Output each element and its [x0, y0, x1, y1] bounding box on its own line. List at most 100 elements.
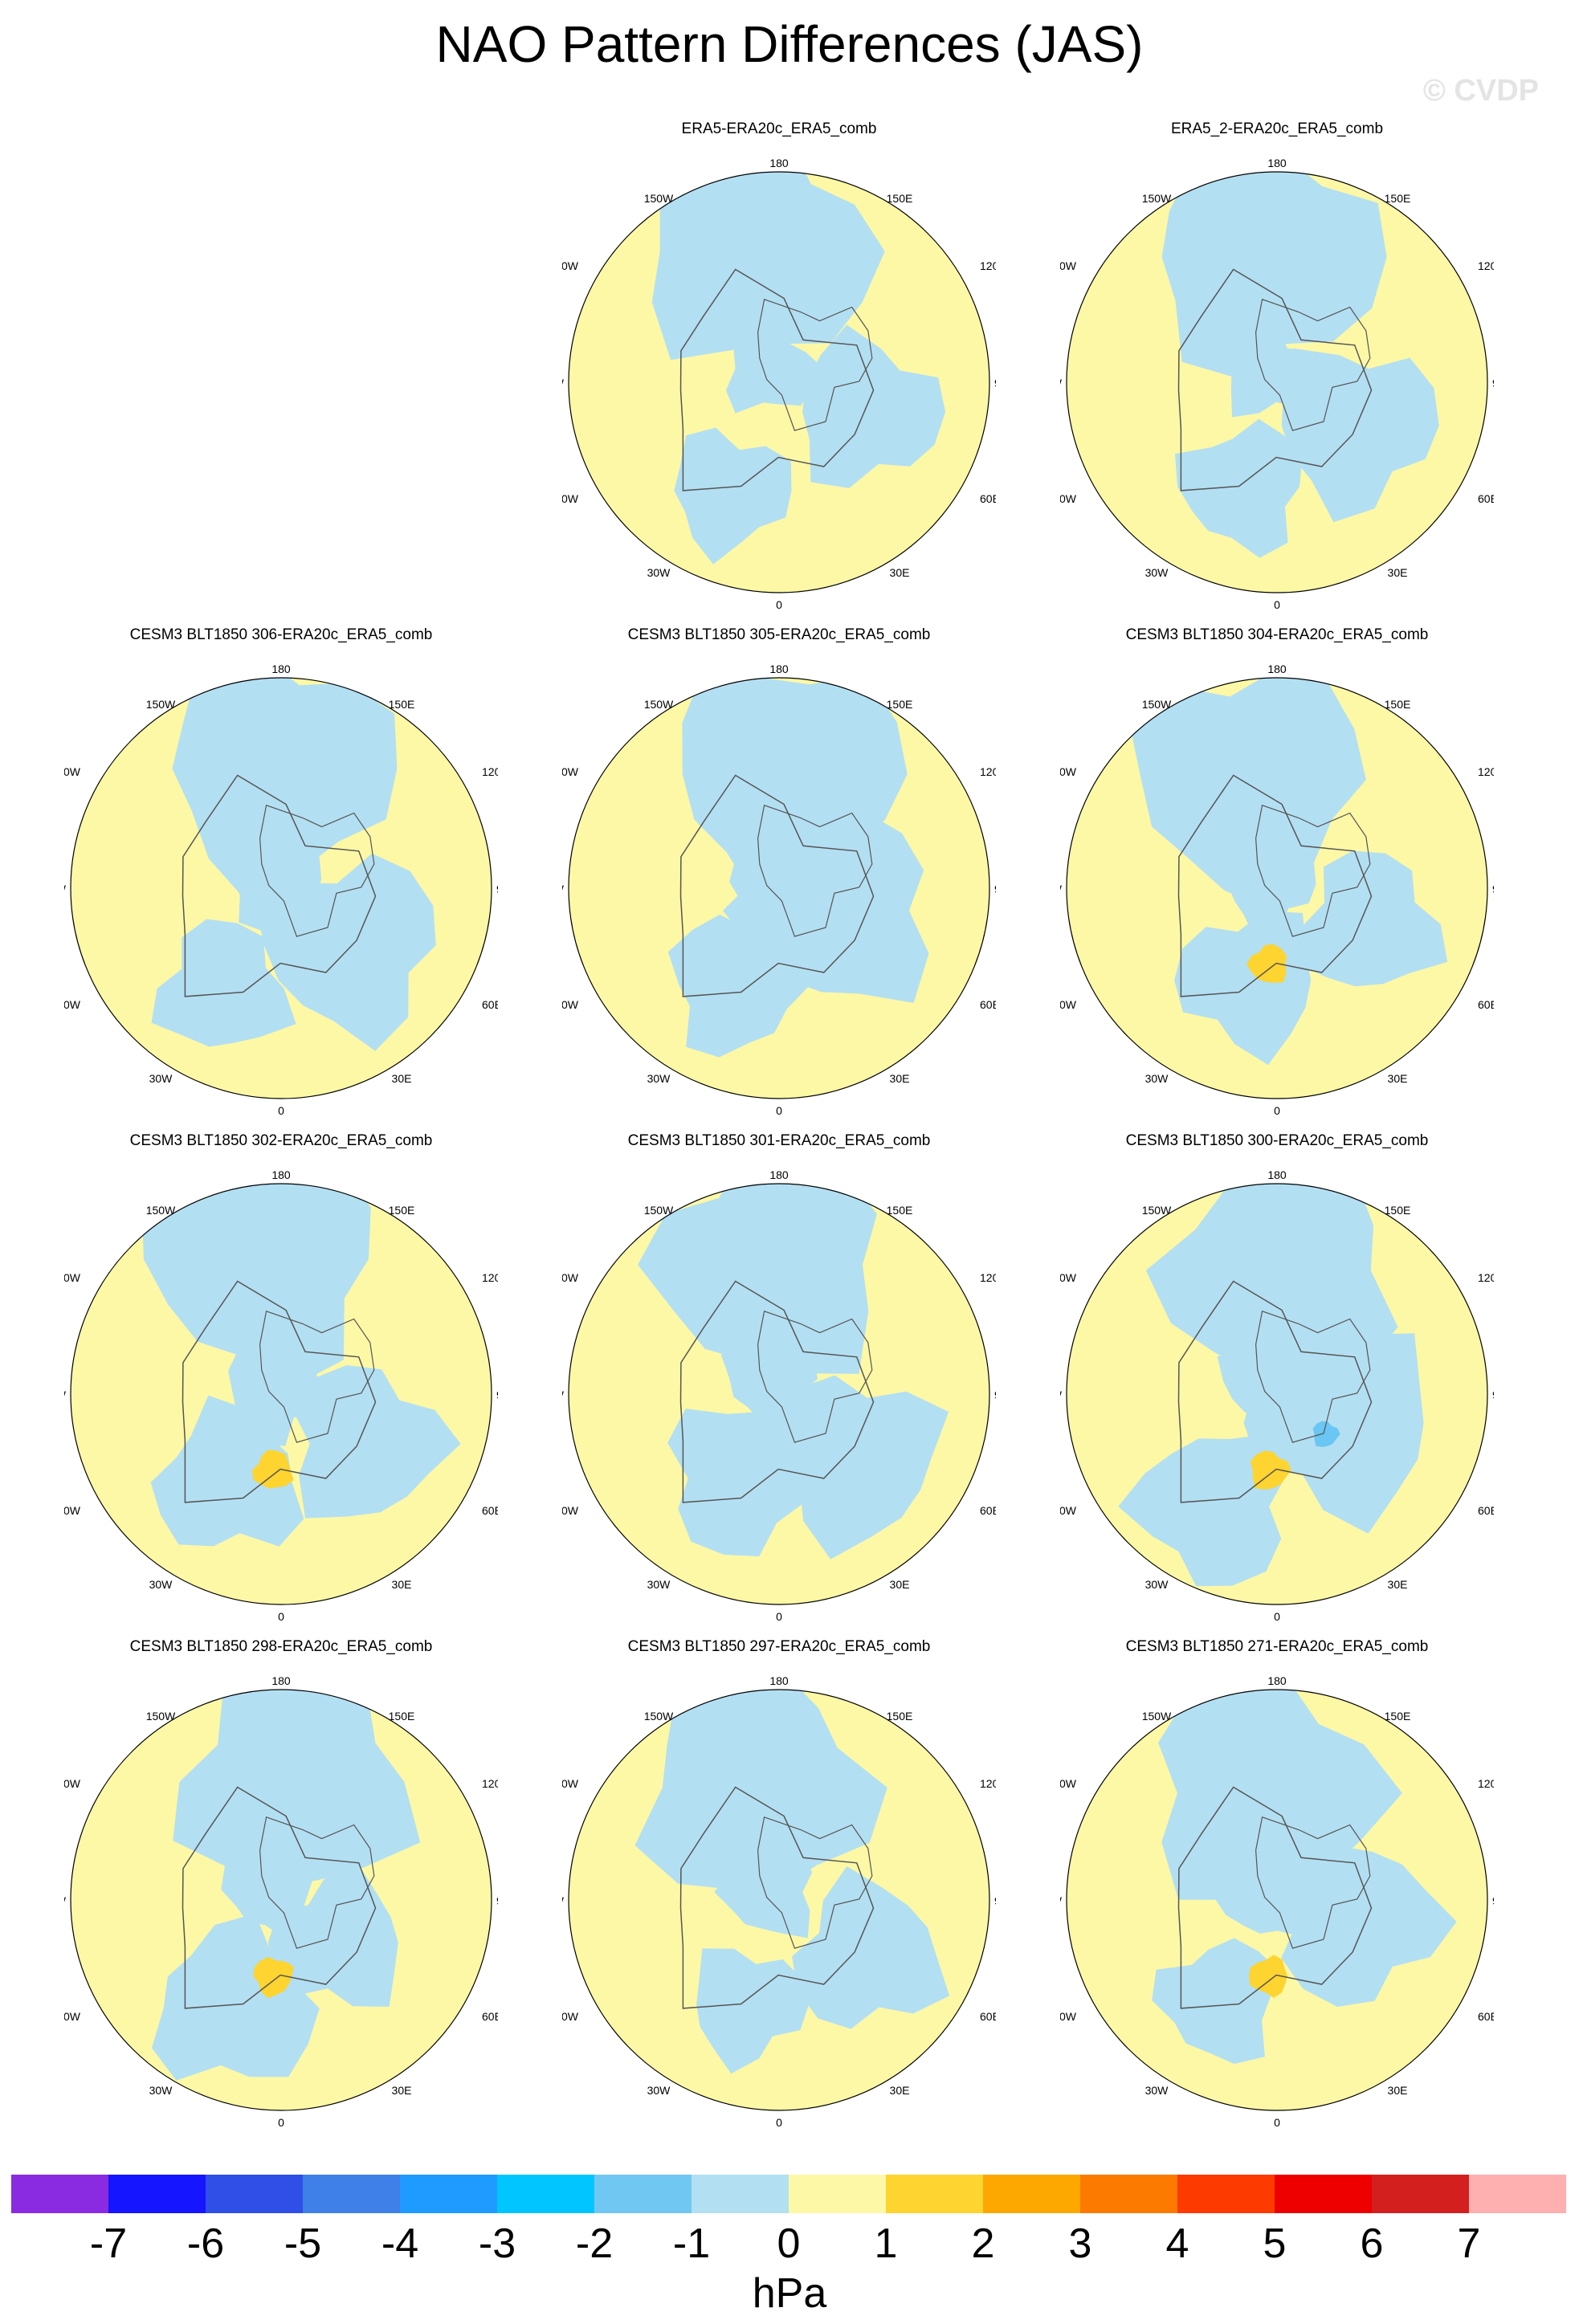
longitude-label: 150W: [644, 1710, 674, 1723]
positive-anomaly: [251, 1449, 294, 1489]
coastline: [679, 774, 875, 997]
negative-anomaly: [1175, 418, 1303, 558]
longitude-label: 60W: [64, 998, 81, 1011]
longitude-label: 30E: [890, 566, 910, 579]
longitude-label: 60W: [1060, 492, 1077, 505]
longitude-label: 60W: [562, 492, 579, 505]
colorbar-tick-label: -3: [478, 2220, 516, 2267]
panel-title: CESM3 BLT1850 297-ERA20c_ERA5_comb: [627, 1638, 931, 1655]
longitude-label: 90E: [1492, 377, 1494, 389]
longitude-label: 60E: [1478, 2010, 1494, 2023]
longitude-label: 0: [1274, 2116, 1280, 2129]
positive-anomaly: [1246, 944, 1287, 983]
longitude-label: 0: [278, 2116, 284, 2129]
colorbar-swatch: [886, 2175, 983, 2213]
coastline: [1177, 1280, 1373, 1503]
coastline: [757, 1311, 873, 1443]
longitude-label: 30W: [647, 2084, 671, 2097]
map-border: [1066, 1183, 1488, 1605]
longitude-label: 150E: [1385, 1710, 1411, 1723]
polar-map: 180 0 150W 150E 120W 120E 90W 90E 60W 60E 30W 30E: [1060, 663, 1494, 1117]
negative-anomaly: [1291, 850, 1448, 987]
negative-anomaly: [802, 324, 946, 488]
longitude-label: 60W: [1060, 998, 1077, 1011]
longitude-label: 30E: [1388, 2084, 1408, 2097]
colorbar-swatch: [11, 2175, 108, 2213]
longitude-label: 90E: [1492, 1388, 1494, 1401]
longitude-label: 180: [769, 1674, 789, 1687]
longitude-label: 90E: [496, 1894, 498, 1907]
longitude-label: 60E: [1478, 492, 1494, 505]
longitude-label: 90E: [994, 1388, 996, 1401]
longitude-label: 60E: [1478, 1504, 1494, 1517]
longitude-label: 120W: [1060, 1271, 1077, 1284]
longitude-label: 120E: [1478, 1777, 1494, 1790]
longitude-label: 90W: [1060, 883, 1063, 895]
negative-anomaly: [1212, 1845, 1316, 1938]
longitude-label: 120E: [1478, 259, 1494, 272]
longitude-label: 150E: [389, 698, 415, 711]
longitude-label: 30W: [149, 1578, 173, 1591]
negative-anomaly: [1227, 839, 1316, 941]
map-panel: ERA5_2-ERA20c_ERA5_comb1800150W150E120W1…: [1060, 120, 1494, 626]
longitude-label: 90W: [64, 883, 67, 895]
longitude-label: 150E: [389, 1204, 415, 1217]
coastline: [757, 1816, 873, 1949]
coastline: [182, 774, 377, 997]
longitude-label: 120W: [562, 1777, 579, 1790]
longitude-label: 0: [1274, 1610, 1280, 1623]
longitude-label: 60E: [482, 2010, 498, 2023]
coastline: [1177, 774, 1373, 997]
longitude-label: 120E: [1478, 765, 1494, 778]
colorbar-tick-label: 5: [1263, 2220, 1287, 2267]
longitude-label: 120E: [980, 765, 996, 778]
negative-anomaly: [729, 832, 818, 939]
longitude-label: 120E: [980, 1777, 996, 1790]
negative-anomaly: [667, 914, 811, 1058]
colorbar-swatch: [692, 2175, 789, 2213]
map-border: [568, 677, 990, 1099]
polar-map: 180 0 150W 150E 120W 120E 90W 90E 60W 60E 30W 30E: [562, 157, 996, 611]
longitude-label: 0: [1274, 1104, 1280, 1117]
map-border: [70, 1689, 492, 2111]
coastline: [259, 1816, 375, 1949]
longitude-label: 90E: [496, 1388, 498, 1401]
figure-title: NAO Pattern Differences (JAS): [435, 15, 1144, 73]
colorbar-swatch: [1469, 2175, 1566, 2213]
colorbar-swatch: [983, 2175, 1080, 2213]
map-field: [569, 1690, 989, 2110]
colorbar-swatch: [1177, 2175, 1275, 2213]
negative-anomaly: [1128, 678, 1366, 916]
longitude-label: 30W: [1145, 1072, 1169, 1085]
panel-title: CESM3 BLT1850 271-ERA20c_ERA5_comb: [1125, 1638, 1429, 1655]
map-border: [568, 171, 990, 593]
map-border: [1066, 171, 1488, 593]
negative-anomaly: [674, 427, 792, 565]
panel-title: CESM3 BLT1850 306-ERA20c_ERA5_comb: [129, 626, 433, 643]
colorbar-swatch: [1372, 2175, 1469, 2213]
coastline: [679, 1280, 875, 1503]
longitude-label: 150W: [1142, 1204, 1172, 1217]
longitude-label: 0: [278, 1104, 284, 1117]
negative-anomaly: [792, 1866, 950, 2029]
negative-anomaly: [765, 1375, 949, 1560]
longitude-label: 60W: [562, 998, 579, 1011]
longitude-label: 120E: [482, 1777, 498, 1790]
map-field: [71, 1690, 492, 2110]
map-field: [71, 1184, 492, 1604]
longitude-label: 90W: [64, 1894, 67, 1907]
longitude-label: 150E: [1385, 1204, 1411, 1217]
negative-anomaly: [634, 1690, 887, 1892]
polar-map: 180 0 150W 150E 120W 120E 90W 90E 60W 60E 30W 30E: [64, 1168, 498, 1623]
negative-anomaly: [1281, 348, 1439, 523]
colorbar-tick-label: 4: [1165, 2220, 1189, 2267]
longitude-label: 120W: [1060, 765, 1077, 778]
longitude-label: 150E: [887, 698, 913, 711]
longitude-label: 180: [271, 663, 291, 675]
polar-map: 180 0 150W 150E 120W 120E 90W 90E 60W 60E 30W 30E: [1060, 1674, 1494, 2129]
map-panel: CESM3 BLT1850 298-ERA20c_ERA5_comb 180 0 15…: [64, 1638, 498, 2144]
positive-anomaly: [1249, 1955, 1287, 1998]
coastline: [1255, 299, 1371, 431]
colorbar-tick-label: 1: [874, 2220, 898, 2267]
map-border: [568, 1689, 990, 2111]
